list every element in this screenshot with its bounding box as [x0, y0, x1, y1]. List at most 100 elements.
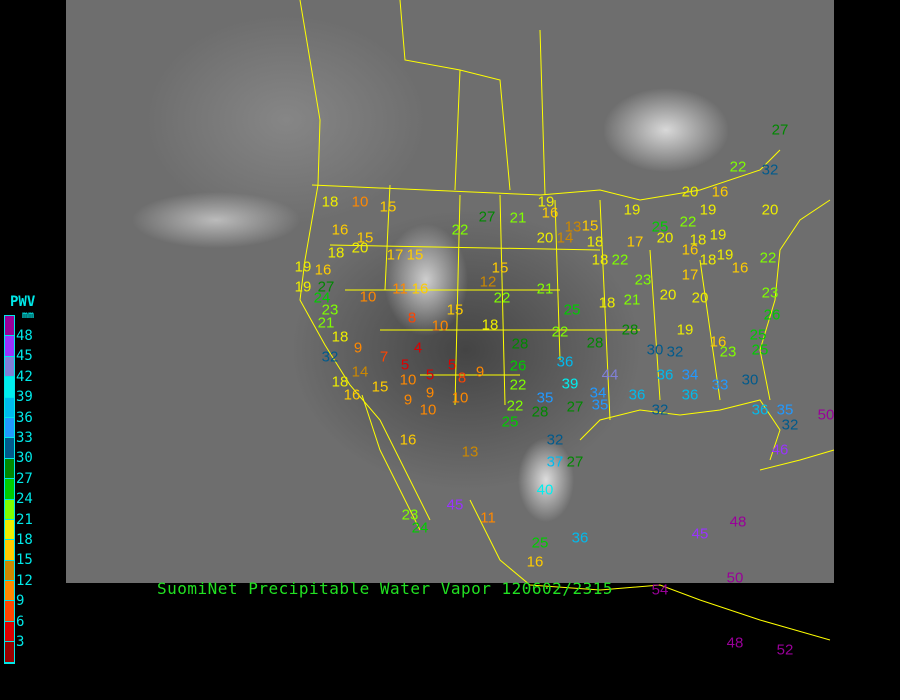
- station-pwv-label: 9: [403, 391, 413, 409]
- station-pwv-label: 26: [509, 357, 527, 375]
- legend-swatch: [5, 377, 14, 398]
- station-pwv-label: 36: [681, 386, 699, 404]
- station-pwv-label: 13: [461, 443, 479, 461]
- station-pwv-label: 50: [726, 569, 744, 587]
- station-pwv-label: 35: [591, 396, 609, 414]
- station-pwv-label: 46: [771, 441, 789, 459]
- legend-tick-label: 12: [16, 572, 33, 589]
- us-canada-border: [311, 149, 781, 201]
- pwv-color-scale: [4, 315, 15, 664]
- station-pwv-label: 37: [546, 453, 564, 471]
- station-pwv-label: 15: [446, 301, 464, 319]
- station-pwv-label: 15: [356, 229, 374, 247]
- station-pwv-label: 16: [314, 261, 332, 279]
- station-pwv-label: 45: [691, 525, 709, 543]
- legend-swatch: [5, 519, 14, 541]
- station-pwv-label: 23: [321, 301, 339, 319]
- station-pwv-label: 28: [586, 334, 604, 352]
- station-pwv-label: 18: [689, 231, 707, 249]
- station-pwv-label: 16: [681, 241, 699, 259]
- station-pwv-label: 33: [711, 376, 729, 394]
- east-coast: [759, 199, 831, 401]
- station-pwv-label: 40: [536, 481, 554, 499]
- station-pwv-label: 10: [399, 371, 417, 389]
- station-pwv-label: 48: [726, 634, 744, 652]
- station-pwv-label: 25: [531, 534, 549, 552]
- station-pwv-label: 10: [351, 193, 369, 211]
- legend-tick-label: 9: [16, 593, 25, 610]
- station-pwv-label: 13: [564, 218, 582, 236]
- legend-swatch: [5, 417, 14, 439]
- station-pwv-label: 36: [571, 529, 589, 547]
- legend-swatch: [5, 336, 14, 357]
- station-pwv-label: 16: [541, 204, 559, 222]
- legend-tick-label: 15: [16, 552, 33, 569]
- station-pwv-label: 20: [691, 289, 709, 307]
- station-pwv-label: 45: [446, 496, 464, 514]
- station-pwv-label: 18: [586, 233, 604, 251]
- station-pwv-label: 19: [294, 278, 312, 296]
- station-pwv-label: 32: [651, 401, 669, 419]
- station-pwv-label: 23: [719, 343, 737, 361]
- station-pwv-label: 19: [716, 246, 734, 264]
- station-pwv-label: 25: [563, 301, 581, 319]
- station-pwv-label: 36: [556, 353, 574, 371]
- legend-tick-label: 21: [16, 511, 33, 528]
- station-pwv-label: 19: [537, 193, 555, 211]
- station-pwv-label: 4: [413, 339, 423, 357]
- station-pwv-label: 20: [659, 286, 677, 304]
- station-pwv-label: 20: [681, 183, 699, 201]
- station-pwv-label: 22: [679, 213, 697, 231]
- legend-tick-label: 6: [16, 613, 25, 630]
- legend-swatch: [5, 438, 14, 459]
- station-pwv-label: 21: [317, 314, 335, 332]
- station-pwv-label: 23: [634, 271, 652, 289]
- legend-swatch: [5, 397, 14, 418]
- station-pwv-label: 15: [379, 198, 397, 216]
- station-pwv-label: 7: [379, 348, 389, 366]
- station-pwv-label: 19: [294, 258, 312, 276]
- satellite-image: [66, 0, 834, 583]
- station-pwv-label: 19: [709, 226, 727, 244]
- station-pwv-label: 28: [531, 403, 549, 421]
- station-pwv-label: 19: [676, 321, 694, 339]
- station-pwv-label: 17: [386, 246, 404, 264]
- legend-swatch: [5, 621, 14, 643]
- legend-swatch: [5, 458, 14, 480]
- station-pwv-label: 11: [392, 280, 408, 298]
- legend-tick-label: 27: [16, 470, 33, 487]
- station-pwv-label: 22: [759, 249, 777, 267]
- station-pwv-label: 28: [511, 335, 529, 353]
- station-pwv-label: 16: [731, 259, 749, 277]
- legend-tick-label: 30: [16, 450, 33, 467]
- station-pwv-label: 34: [681, 366, 699, 384]
- legend-tick-label: 24: [16, 491, 33, 508]
- station-pwv-label: 25: [651, 218, 669, 236]
- station-pwv-label: 20: [656, 229, 674, 247]
- station-pwv-label: 32: [546, 431, 564, 449]
- station-pwv-label: 15: [581, 217, 599, 235]
- station-pwv-label: 22: [729, 158, 747, 176]
- station-pwv-label: 36: [628, 386, 646, 404]
- station-pwv-label: 15: [406, 246, 424, 264]
- station-pwv-label: 22: [451, 221, 469, 239]
- station-pwv-label: 21: [509, 209, 527, 227]
- station-pwv-label: 19: [699, 201, 717, 219]
- station-pwv-label: 30: [741, 371, 759, 389]
- station-pwv-label: 18: [598, 294, 616, 312]
- station-pwv-label: 21: [623, 291, 641, 309]
- legend-tick-label: 42: [16, 368, 33, 385]
- station-pwv-label: 36: [656, 366, 674, 384]
- station-pwv-label: 21: [536, 280, 554, 298]
- station-pwv-label: 18: [331, 328, 349, 346]
- legend-swatch: [5, 581, 14, 602]
- station-pwv-label: 10: [359, 288, 377, 306]
- station-pwv-label: 30: [646, 341, 664, 359]
- legend-tick-label: 3: [16, 634, 25, 650]
- station-pwv-label: 11: [480, 509, 496, 527]
- station-pwv-label: 18: [327, 244, 345, 262]
- state-lines: [329, 184, 721, 421]
- station-pwv-label: 9: [353, 339, 363, 357]
- station-pwv-label: 48: [729, 513, 747, 531]
- station-pwv-label: 5: [425, 366, 435, 384]
